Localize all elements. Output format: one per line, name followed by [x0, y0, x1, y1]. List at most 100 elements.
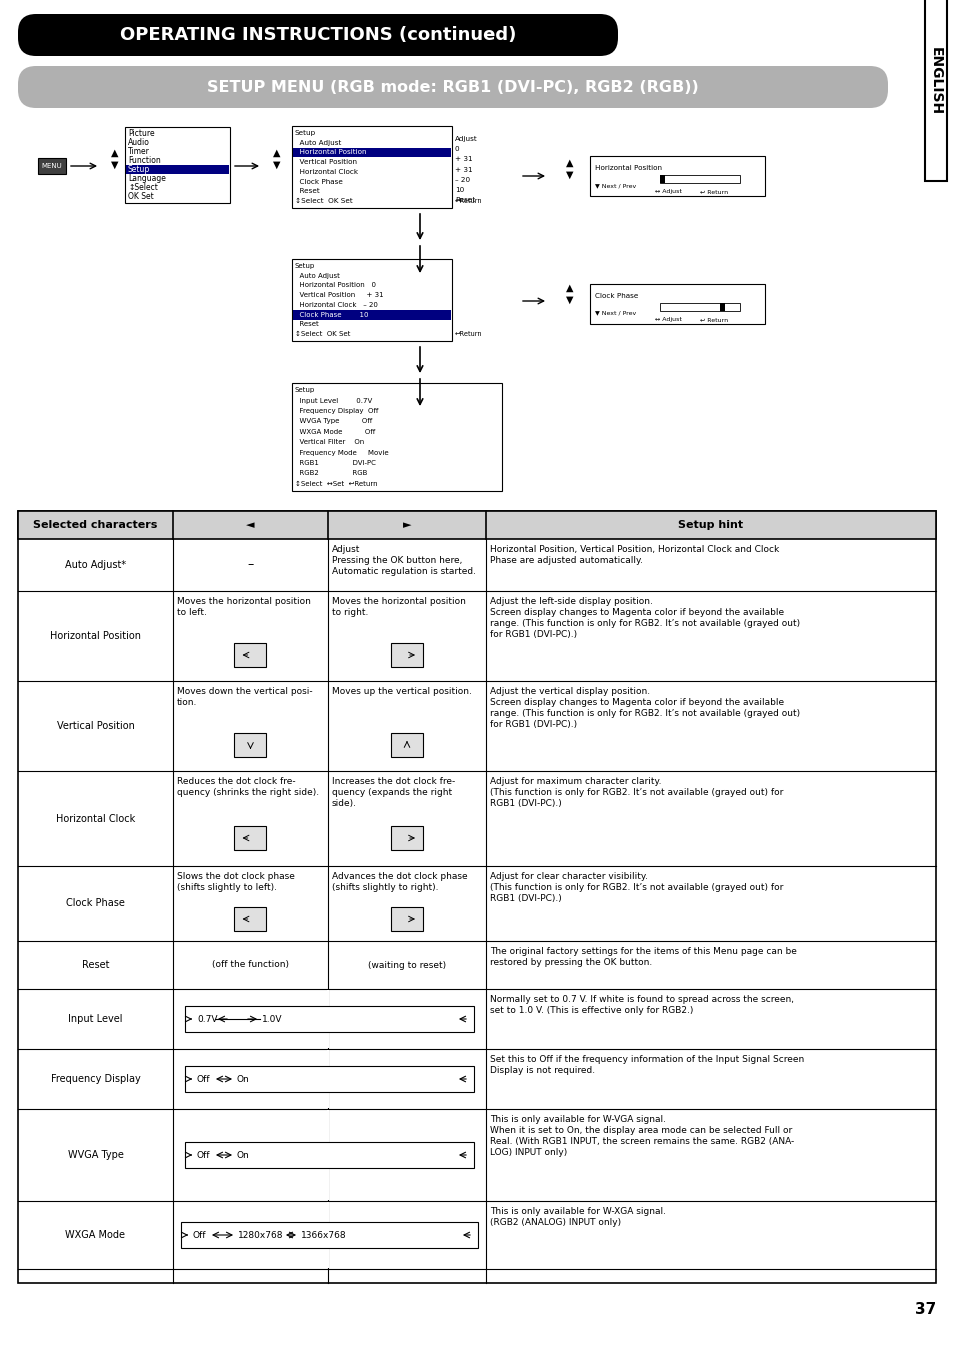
Text: Increases the dot clock fre-
quency (expands the right
side).: Increases the dot clock fre- quency (exp…: [332, 777, 455, 808]
Bar: [327, 1050, 329, 1108]
Text: 1.0V: 1.0V: [262, 1015, 282, 1024]
Bar: [327, 990, 329, 1048]
Text: ▼: ▼: [566, 170, 573, 180]
Text: Adjust
Pressing the OK button here,
Automatic regulation is started.: Adjust Pressing the OK button here, Auto…: [332, 544, 476, 576]
Text: MENU: MENU: [42, 163, 62, 169]
Bar: [589, 284, 764, 324]
Text: Horizontal Position: Horizontal Position: [595, 165, 661, 172]
Text: Adjust for clear character visibility.
(This function is only for RGB2. It’s not: Adjust for clear character visibility. (…: [490, 871, 782, 904]
Text: Clock Phase: Clock Phase: [66, 898, 125, 908]
Text: OK Set: OK Set: [128, 192, 153, 201]
Bar: [924, 0, 946, 181]
Text: Vertical Position     + 31: Vertical Position + 31: [294, 292, 383, 299]
Text: Frequency Display: Frequency Display: [51, 1074, 140, 1084]
Text: RGB1               DVI-PC: RGB1 DVI-PC: [294, 459, 375, 466]
Text: –: –: [247, 558, 253, 571]
Text: ▲: ▲: [273, 149, 280, 158]
Bar: [659, 303, 740, 311]
Bar: [185, 1142, 474, 1169]
Text: Horizontal Position: Horizontal Position: [294, 150, 366, 155]
Text: Clock Phase: Clock Phase: [595, 293, 638, 299]
Text: Auto Adjust*: Auto Adjust*: [65, 561, 126, 570]
Bar: [659, 176, 740, 182]
Text: ▼: ▼: [112, 159, 118, 170]
Text: ↕Select  OK Set: ↕Select OK Set: [294, 199, 353, 204]
Text: Off: Off: [196, 1151, 211, 1159]
Text: Language: Language: [128, 174, 166, 182]
Text: 0.7V: 0.7V: [196, 1015, 217, 1024]
Bar: [391, 825, 422, 850]
Bar: [181, 1223, 477, 1248]
Text: Auto Adjust: Auto Adjust: [294, 139, 341, 146]
Text: ↕Select  ↔Set  ↩Return: ↕Select ↔Set ↩Return: [294, 481, 377, 486]
Bar: [327, 1202, 329, 1269]
Text: WVGA Type: WVGA Type: [68, 1150, 123, 1161]
Bar: [327, 1111, 329, 1200]
Text: Vertical Position: Vertical Position: [294, 159, 356, 165]
Text: ↕Select: ↕Select: [128, 182, 157, 192]
Bar: [18, 511, 935, 539]
Text: SETUP MENU (RGB mode: RGB1 (DVI-PC), RGB2 (RGB)): SETUP MENU (RGB mode: RGB1 (DVI-PC), RGB…: [207, 80, 699, 95]
Text: + 31: + 31: [455, 166, 472, 173]
Text: Off: Off: [193, 1231, 206, 1239]
Text: Vertical Filter    On: Vertical Filter On: [294, 439, 364, 446]
Text: Input Level: Input Level: [69, 1015, 123, 1024]
Text: Moves the horizontal position
to left.: Moves the horizontal position to left.: [177, 597, 311, 617]
FancyBboxPatch shape: [18, 66, 887, 108]
Bar: [589, 155, 764, 196]
Bar: [234, 643, 266, 667]
Text: ▲: ▲: [566, 158, 573, 168]
Text: Setup: Setup: [294, 263, 314, 269]
Text: ▼: ▼: [273, 159, 280, 170]
Text: ▼ Next / Prev: ▼ Next / Prev: [595, 311, 636, 316]
Bar: [293, 147, 451, 157]
Bar: [234, 734, 266, 757]
Text: 0: 0: [455, 146, 459, 153]
Text: 37: 37: [914, 1301, 935, 1316]
Text: Reduces the dot clock fre-
quency (shrinks the right side).: Reduces the dot clock fre- quency (shrin…: [177, 777, 319, 797]
Text: ↩Return: ↩Return: [455, 199, 482, 204]
Text: Adjust: Adjust: [455, 136, 477, 142]
Text: ▲: ▲: [112, 149, 118, 158]
Bar: [391, 643, 422, 667]
Bar: [391, 734, 422, 757]
Text: OPERATING INSTRUCTIONS (continued): OPERATING INSTRUCTIONS (continued): [120, 26, 516, 45]
Text: ►: ►: [402, 520, 411, 530]
Text: (waiting to reset): (waiting to reset): [368, 961, 446, 970]
Text: ↔ Adjust: ↔ Adjust: [655, 317, 681, 323]
Text: ▼ Next / Prev: ▼ Next / Prev: [595, 184, 636, 189]
Text: Frequency Mode     Movie: Frequency Mode Movie: [294, 450, 388, 455]
Text: Setup: Setup: [294, 130, 315, 136]
Text: The original factory settings for the items of this Menu page can be
restored by: The original factory settings for the it…: [490, 947, 796, 967]
Text: Adjust the left-side display position.
Screen display changes to Magenta color i: Adjust the left-side display position. S…: [490, 597, 800, 639]
Text: Horizontal Clock   – 20: Horizontal Clock – 20: [294, 301, 377, 308]
Text: WXGA Mode          Off: WXGA Mode Off: [294, 428, 375, 435]
Text: Horizontal Position, Vertical Position, Horizontal Clock and Clock
Phase are adj: Horizontal Position, Vertical Position, …: [490, 544, 779, 565]
Text: Moves down the vertical posi-
tion.: Moves down the vertical posi- tion.: [177, 688, 313, 707]
Text: Reset: Reset: [294, 188, 319, 195]
Text: Adjust for maximum character clarity.
(This function is only for RGB2. It’s not : Adjust for maximum character clarity. (T…: [490, 777, 782, 808]
Text: Reset: Reset: [82, 961, 110, 970]
Text: This is only available for W-XGA signal.
(RGB2 (ANALOG) INPUT only): This is only available for W-XGA signal.…: [490, 1206, 665, 1227]
Text: Moves the horizontal position
to right.: Moves the horizontal position to right.: [332, 597, 465, 617]
Bar: [18, 511, 935, 1283]
Text: Vertical Position: Vertical Position: [56, 721, 134, 731]
Text: Reset: Reset: [455, 197, 475, 203]
Bar: [292, 126, 452, 208]
Text: ▲: ▲: [566, 282, 573, 293]
Text: Horizontal Position   0: Horizontal Position 0: [294, 282, 375, 288]
Text: Slows the dot clock phase
(shifts slightly to left).: Slows the dot clock phase (shifts slight…: [177, 871, 294, 892]
Text: Setup: Setup: [128, 165, 150, 174]
Bar: [659, 176, 664, 182]
Text: Clock Phase: Clock Phase: [294, 178, 342, 185]
Text: This is only available for W-VGA signal.
When it is set to On, the display area : This is only available for W-VGA signal.…: [490, 1115, 794, 1158]
Bar: [720, 303, 724, 311]
Text: Timer: Timer: [128, 147, 150, 155]
Text: Horizontal Position: Horizontal Position: [50, 631, 141, 640]
Text: Set this to Off if the frequency information of the Input Signal Screen
Display : Set this to Off if the frequency informa…: [490, 1055, 803, 1075]
Text: RGB2               RGB: RGB2 RGB: [294, 470, 367, 477]
Text: Audio: Audio: [128, 138, 150, 147]
Text: Clock Phase        10: Clock Phase 10: [294, 312, 368, 317]
Text: Setup hint: Setup hint: [678, 520, 742, 530]
Text: On: On: [236, 1151, 250, 1159]
